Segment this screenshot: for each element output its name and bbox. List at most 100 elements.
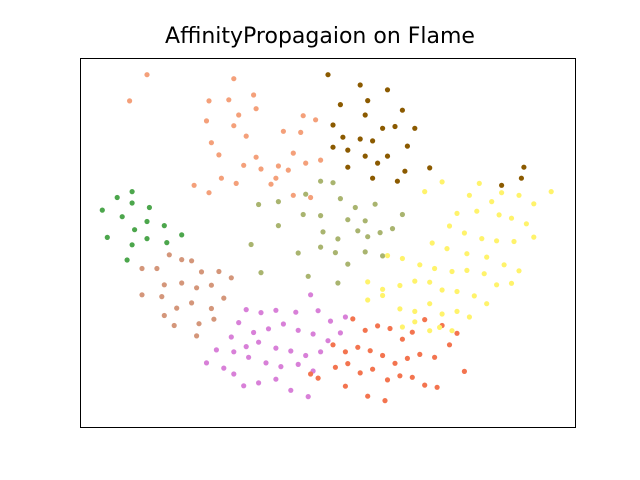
point-cluster-5-2: [154, 265, 160, 272]
point-cluster-8-51: [454, 308, 460, 314]
point-cluster-6-36: [288, 387, 294, 393]
point-cluster-1-9: [362, 112, 368, 118]
point-cluster-2-16: [313, 117, 319, 123]
point-cluster-5-19: [161, 312, 167, 319]
point-cluster-4-13: [164, 240, 170, 246]
point-cluster-2-32: [191, 182, 197, 188]
point-cluster-8-31: [449, 268, 455, 275]
point-cluster-6-10: [251, 329, 257, 336]
point-cluster-2-8: [203, 118, 210, 124]
point-cluster-8-41: [439, 287, 445, 293]
point-cluster-8-38: [397, 282, 403, 289]
point-cluster-8-34: [494, 282, 500, 288]
point-cluster-2-4: [206, 98, 212, 104]
point-cluster-8-20: [531, 234, 537, 240]
point-cluster-5-11: [194, 285, 200, 291]
point-cluster-5-14: [159, 294, 165, 300]
point-cluster-6-21: [288, 348, 294, 354]
point-cluster-8-39: [412, 278, 418, 284]
point-cluster-5-7: [216, 268, 222, 275]
point-cluster-3-11: [362, 218, 368, 224]
point-cluster-5-15: [174, 305, 180, 311]
point-cluster-8-29: [417, 262, 423, 268]
point-cluster-6-12: [280, 321, 286, 327]
point-cluster-5-13: [139, 292, 145, 298]
point-cluster-8-18: [494, 238, 500, 244]
point-cluster-8-37: [380, 286, 386, 292]
point-cluster-2-5: [226, 97, 232, 103]
point-cluster-5-20: [171, 322, 177, 329]
point-cluster-6-8: [342, 314, 348, 320]
point-cluster-3-27: [258, 270, 264, 276]
point-cluster-2-33: [206, 190, 212, 196]
point-cluster-2-3: [231, 76, 237, 82]
point-cluster-2-21: [253, 154, 259, 160]
point-cluster-6-16: [337, 330, 343, 336]
point-cluster-3-4: [318, 178, 324, 184]
point-cluster-6-33: [241, 383, 247, 389]
point-cluster-2-22: [216, 152, 222, 158]
point-cluster-5-3: [166, 252, 172, 258]
point-cluster-5-10: [179, 280, 185, 286]
point-cluster-1-6: [399, 107, 405, 113]
point-cluster-7-34: [461, 368, 467, 374]
point-cluster-4-3: [99, 207, 105, 213]
point-cluster-7-17: [432, 354, 438, 360]
point-cluster-8-24: [484, 254, 490, 260]
point-cluster-1-19: [384, 153, 391, 159]
point-cluster-7-20: [332, 364, 338, 370]
point-cluster-7-33: [308, 371, 314, 377]
point-cluster-8-12: [496, 212, 502, 218]
point-cluster-3-10: [352, 204, 358, 211]
point-cluster-2-15: [300, 113, 306, 119]
point-cluster-5-9: [161, 282, 167, 288]
point-cluster-4-12: [144, 236, 150, 242]
point-cluster-7-25: [397, 373, 403, 379]
point-cluster-5-17: [208, 305, 214, 312]
point-cluster-5-21: [196, 321, 202, 327]
point-cluster-1-15: [330, 144, 336, 150]
point-cluster-1-20: [404, 143, 410, 149]
point-cluster-1-11: [340, 134, 346, 140]
point-cluster-1-1: [325, 72, 331, 78]
point-cluster-3-3: [303, 191, 309, 197]
point-cluster-1-27: [499, 182, 505, 188]
point-cluster-5-5: [189, 258, 195, 264]
point-cluster-2-10: [208, 140, 214, 146]
point-cluster-1-12: [357, 136, 363, 142]
point-cluster-8-22: [444, 246, 450, 252]
point-cluster-1-24: [394, 178, 400, 184]
point-cluster-2-24: [258, 166, 264, 172]
point-cluster-8-49: [427, 301, 433, 307]
point-cluster-8-30: [432, 265, 438, 272]
point-cluster-1-7: [412, 125, 418, 131]
point-cluster-1-2: [357, 82, 363, 88]
point-cluster-8-4: [476, 180, 482, 186]
point-cluster-2-23: [241, 162, 247, 168]
point-cluster-3-8: [300, 211, 306, 218]
point-cluster-8-13: [508, 215, 515, 221]
point-cluster-2-28: [233, 180, 239, 186]
point-cluster-3-21: [295, 250, 301, 256]
point-cluster-8-26: [516, 268, 522, 274]
point-cluster-8-11: [474, 208, 480, 214]
point-cluster-2-26: [285, 167, 291, 173]
point-cluster-8-28: [399, 255, 405, 262]
point-cluster-1-5: [365, 98, 371, 104]
point-cluster-6-15: [325, 338, 331, 344]
point-cluster-8-54: [412, 319, 418, 325]
point-cluster-2-20: [275, 163, 281, 169]
point-cluster-8-42: [454, 288, 460, 295]
point-cluster-2-27: [218, 175, 224, 181]
point-cluster-3-20: [275, 223, 281, 229]
point-cluster-5-23: [194, 333, 200, 339]
point-cluster-2-29: [268, 181, 274, 187]
point-cluster-6-37: [305, 394, 311, 400]
point-cluster-3-17: [355, 228, 361, 234]
point-cluster-2-9: [236, 112, 242, 118]
point-cluster-8-56: [437, 324, 443, 330]
point-cluster-8-48: [412, 308, 418, 314]
point-cluster-4-10: [104, 234, 110, 240]
point-cluster-6-34: [256, 380, 262, 386]
